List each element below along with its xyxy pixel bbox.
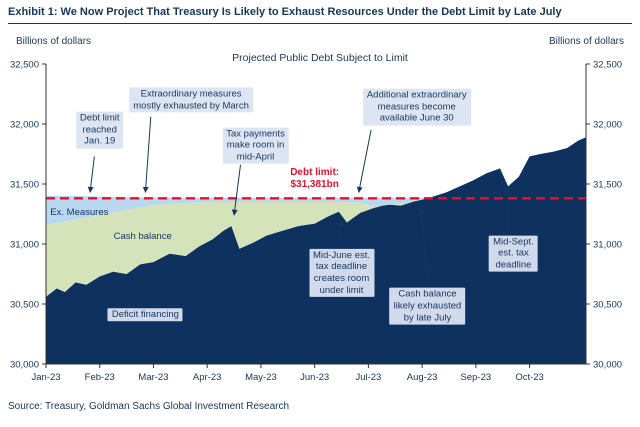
svg-text:31,000: 31,000 — [10, 240, 39, 251]
source-note: Source: Treasury, Goldman Sachs Global I… — [8, 401, 290, 412]
svg-text:30,500: 30,500 — [593, 300, 622, 311]
svg-text:Jul-23: Jul-23 — [355, 372, 381, 383]
svg-text:May-23: May-23 — [245, 372, 277, 383]
svg-text:32,000: 32,000 — [593, 120, 622, 131]
svg-text:Sep-23: Sep-23 — [461, 372, 492, 383]
svg-text:31,000: 31,000 — [593, 240, 622, 251]
chart-subtitle: Projected Public Debt Subject to Limit — [232, 52, 408, 64]
svg-text:Oct-23: Oct-23 — [515, 372, 544, 383]
svg-text:Mar-23: Mar-23 — [138, 372, 168, 383]
svg-text:32,500: 32,500 — [10, 60, 39, 71]
svg-text:30,000: 30,000 — [593, 360, 622, 371]
chart-area: 30,000 30,000 30,500 30,500 31,000 31,000 31,5… — [0, 50, 640, 395]
svg-text:30,000: 30,000 — [10, 360, 39, 371]
svg-text:32,000: 32,000 — [10, 120, 39, 131]
svg-text:Apr-23: Apr-23 — [193, 372, 222, 383]
svg-text:32,500: 32,500 — [593, 60, 622, 71]
exhibit-title: Exhibit 1: We Now Project That Treasury … — [8, 6, 632, 24]
y-axis-caption-right: Billions of dollars — [548, 36, 624, 47]
svg-text:Jan-23: Jan-23 — [31, 372, 60, 383]
svg-text:31,500: 31,500 — [10, 180, 39, 191]
chart-canvas: 30,000 30,000 30,500 30,500 31,000 31,000 31,5… — [10, 60, 622, 384]
y-axis-caption-left: Billions of dollars — [16, 36, 92, 47]
svg-text:Jun-23: Jun-23 — [300, 372, 329, 383]
svg-text:30,500: 30,500 — [10, 300, 39, 311]
svg-text:Aug-23: Aug-23 — [407, 372, 438, 383]
svg-text:Feb-23: Feb-23 — [85, 372, 115, 383]
svg-text:31,500: 31,500 — [593, 180, 622, 191]
